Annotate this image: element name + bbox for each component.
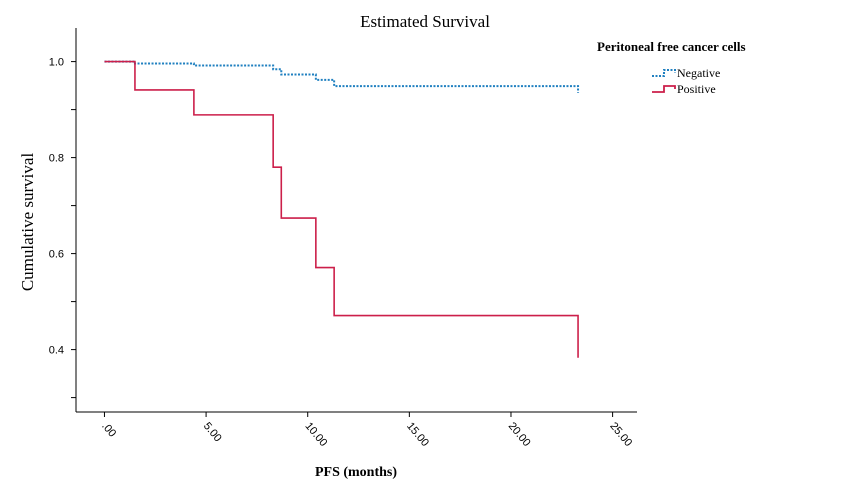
legend-swatch-negative <box>652 69 676 77</box>
x-tick-label: 20.00 <box>506 420 533 449</box>
legend-title: Peritoneal free cancer cells <box>597 39 746 54</box>
y-tick-label: 0.8 <box>49 153 64 165</box>
series-lines <box>104 60 580 358</box>
legend-swatch-positive <box>652 85 676 93</box>
series-line-negative <box>104 60 580 93</box>
chart-title: Estimated Survival <box>360 12 490 31</box>
x-tick-label: 10.00 <box>302 420 329 449</box>
y-axis-label: Cumulative survival <box>18 153 37 292</box>
y-ticks: 0.4 0.6 0.8 1.0 <box>49 57 76 399</box>
x-axis-label: PFS (months) <box>315 465 397 480</box>
x-tick-label: .00 <box>99 420 118 439</box>
y-tick-label: 0.4 <box>49 345 64 357</box>
legend-label-positive: Positive <box>677 82 716 96</box>
y-tick-label: 0.6 <box>49 249 64 261</box>
x-tick-label: 5.00 <box>201 420 224 444</box>
legend-label-negative: Negative <box>677 66 720 80</box>
legend: Peritoneal free cancer cells Negative Pos… <box>597 39 746 96</box>
legend-items: Negative Positive <box>652 66 720 96</box>
x-tick-label: 15.00 <box>404 420 431 449</box>
y-tick-label: 1.0 <box>49 57 64 69</box>
series-line-positive <box>104 60 579 358</box>
axes <box>75 28 637 413</box>
x-ticks: .00 5.00 10.00 15.00 20.00 25.00 <box>99 412 634 449</box>
x-tick-label: 25.00 <box>607 420 634 449</box>
